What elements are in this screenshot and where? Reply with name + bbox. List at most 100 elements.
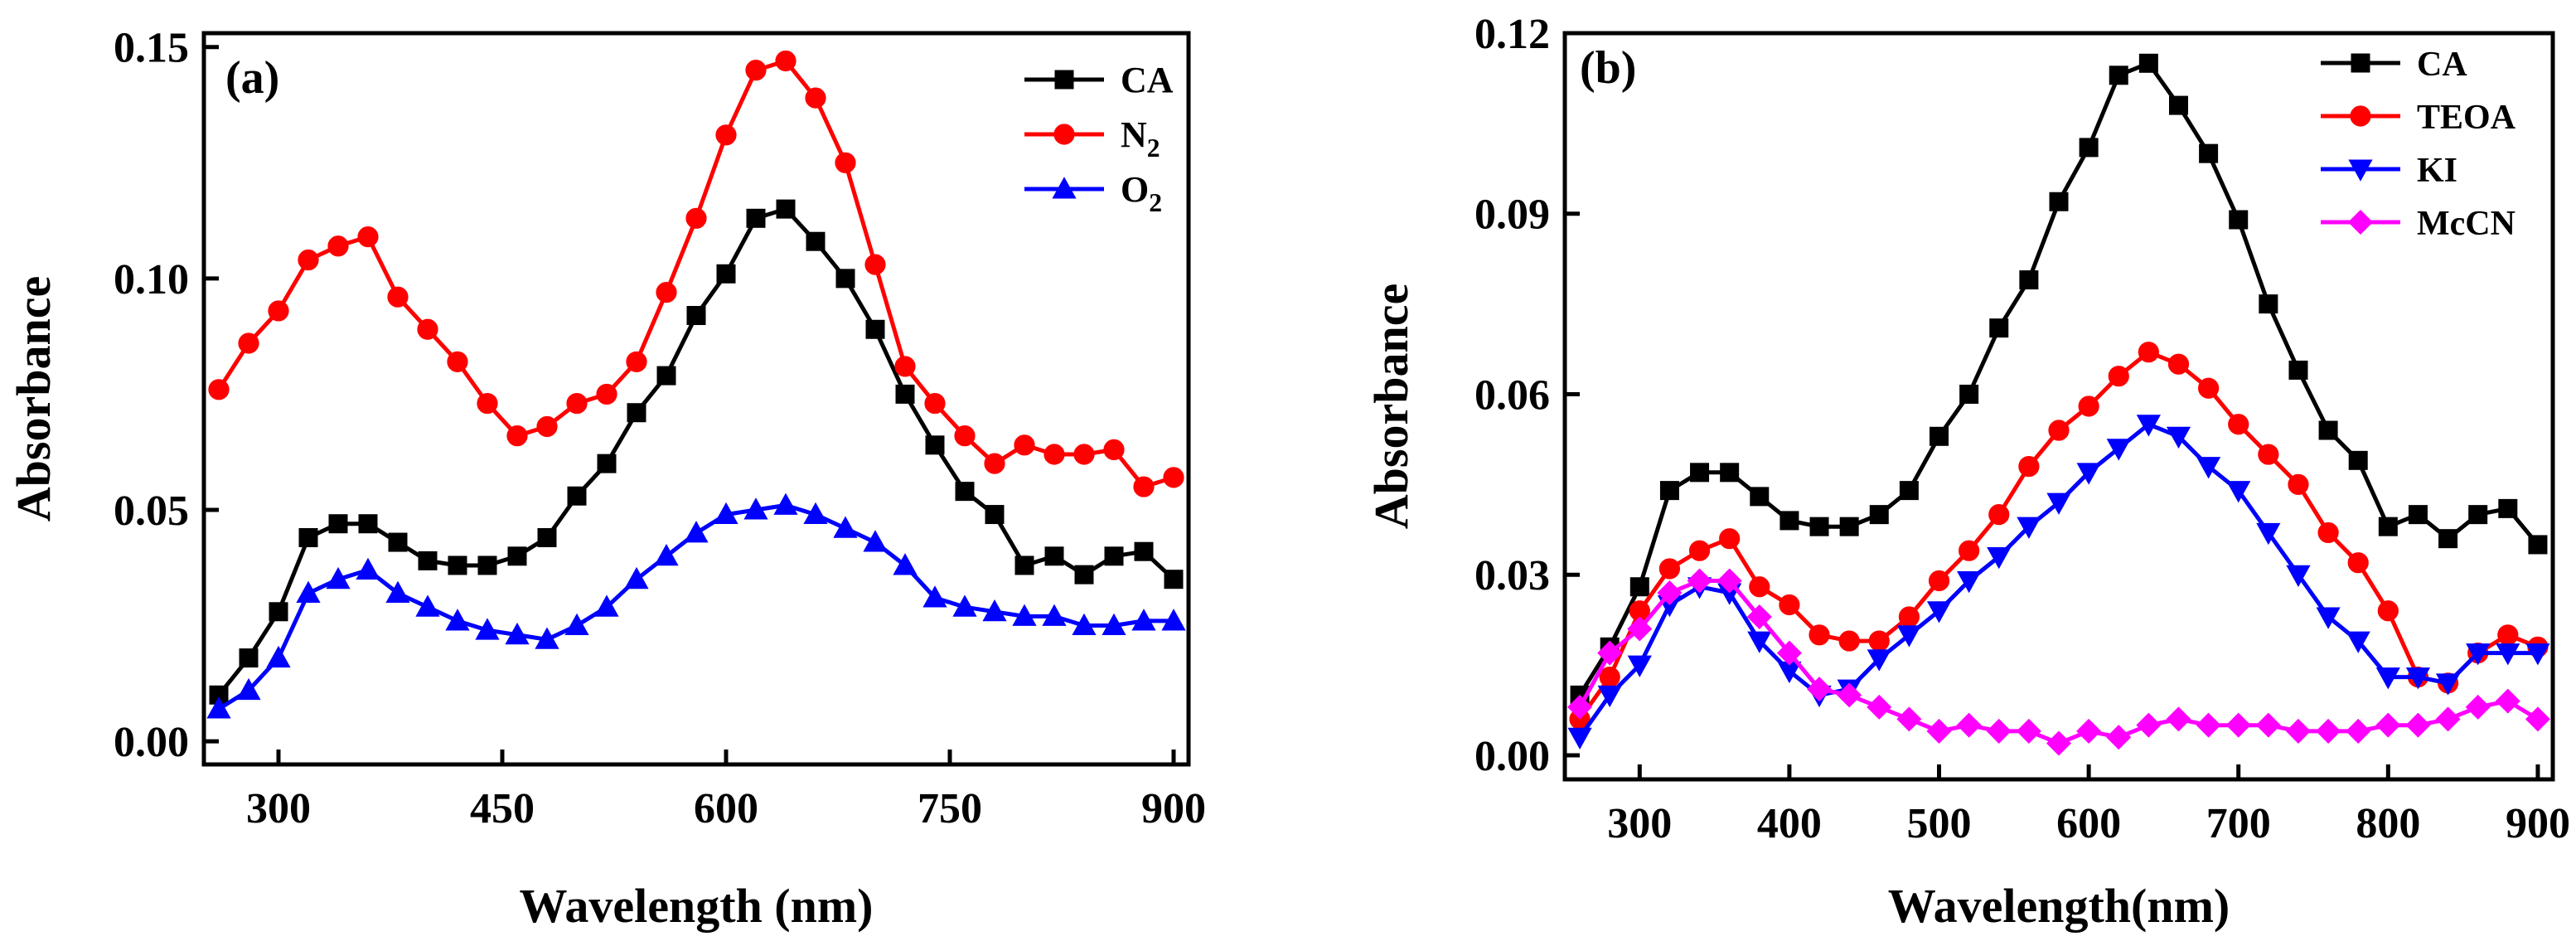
point-b-ca-16 <box>2049 192 2069 211</box>
legend-item-a-n2: N2 <box>1024 114 1160 163</box>
point-b-teoa-31 <box>2497 624 2519 646</box>
point-b-ki-19 <box>2136 415 2161 437</box>
point-b-teoa-13 <box>1959 540 1980 561</box>
point-a-n2-27 <box>1014 434 1035 456</box>
legend-item-a-ca: CA <box>1024 60 1174 100</box>
legend-label-main-a-ca: CA <box>1121 60 1174 100</box>
point-a-n2-7 <box>417 318 438 340</box>
point-b-ca-7 <box>1779 511 1799 531</box>
point-b-ki-24 <box>2286 565 2311 588</box>
point-a-o2-28 <box>1042 604 1067 626</box>
point-a-ca-8 <box>448 555 467 575</box>
point-a-ca-3 <box>298 527 318 547</box>
point-b-ca-17 <box>2079 138 2099 158</box>
point-a-ca-30 <box>1104 546 1124 566</box>
point-a-ca-9 <box>477 555 497 575</box>
point-b-ca-25 <box>2318 420 2338 440</box>
panel-label-b: (b) <box>1580 42 1636 94</box>
point-a-o2-25 <box>952 594 977 617</box>
point-b-ca-31 <box>2498 498 2518 518</box>
point-a-n2-1 <box>238 332 259 354</box>
point-b-teoa-17 <box>2078 395 2099 417</box>
point-a-n2-8 <box>447 351 468 372</box>
point-b-ca-18 <box>2109 65 2128 85</box>
point-a-ca-5 <box>358 514 378 534</box>
point-a-n2-29 <box>1073 444 1095 465</box>
panel-b: 300 400 500 600 700 800 900 0.00 0.03 0.06 0.09 0.1… <box>1364 11 2570 933</box>
point-a-n2-19 <box>775 50 797 72</box>
point-b-ki-28 <box>2405 667 2431 690</box>
point-a-n2-5 <box>357 226 379 248</box>
x-tick-label-a-2: 600 <box>694 785 758 832</box>
legend-marker-a-n2 <box>1053 124 1075 145</box>
point-a-ca-29 <box>1074 565 1094 585</box>
y-tick-label-b-2: 0.06 <box>1474 371 1550 419</box>
point-b-mccn-23 <box>2255 712 2281 738</box>
point-b-teoa-19 <box>2138 342 2159 363</box>
point-b-teoa-24 <box>2288 473 2309 495</box>
legend-item-b-teoa: TEOA <box>2321 99 2516 137</box>
point-a-n2-21 <box>835 152 856 173</box>
point-a-o2-18 <box>743 497 768 520</box>
x-tick-label-b-2: 500 <box>1907 800 1972 847</box>
point-b-teoa-12 <box>1928 570 1950 592</box>
point-b-teoa-7 <box>1779 594 1800 616</box>
x-tick-label-b-1: 400 <box>1757 800 1822 847</box>
point-b-mccn-29 <box>2435 706 2461 732</box>
point-a-ca-31 <box>1134 541 1154 561</box>
series-a-o2 <box>206 492 1186 719</box>
point-b-ca-28 <box>2408 505 2428 525</box>
point-b-mccn-1 <box>1597 640 1623 666</box>
x-axis-title-b: Wavelength(nm) <box>1888 879 2230 933</box>
point-a-n2-32 <box>1163 467 1184 488</box>
point-a-o2-6 <box>385 580 410 603</box>
legend-item-a-o2: O2 <box>1024 169 1162 217</box>
point-a-ca-11 <box>537 527 557 547</box>
point-b-teoa-18 <box>2108 366 2129 387</box>
point-b-teoa-9 <box>1838 630 1860 652</box>
point-b-ki-20 <box>2166 426 2191 449</box>
point-a-o2-13 <box>594 594 619 617</box>
series-line-a-n2 <box>216 59 1174 489</box>
point-b-ca-11 <box>1899 481 1919 501</box>
y-tick-label-b-0: 0.00 <box>1474 733 1550 780</box>
point-b-ca-14 <box>1989 318 2009 338</box>
point-b-teoa-11 <box>1898 606 1920 628</box>
point-a-n2-14 <box>626 351 647 372</box>
legend-a: CA N2 O2 <box>1024 60 1174 217</box>
point-b-mccn-32 <box>2525 706 2550 732</box>
point-b-ki-31 <box>2496 643 2520 666</box>
point-b-ki-0 <box>1567 727 1592 750</box>
point-b-teoa-4 <box>1688 540 1711 561</box>
point-b-mccn-21 <box>2196 712 2221 738</box>
point-b-teoa-25 <box>2317 522 2339 544</box>
point-b-ki-26 <box>2346 631 2370 653</box>
point-b-mccn-13 <box>1956 712 1982 738</box>
series-layer-a <box>206 50 1186 719</box>
point-b-teoa-5 <box>1719 528 1741 550</box>
point-b-mccn-20 <box>2166 706 2191 732</box>
point-b-mccn-7 <box>1776 640 1802 666</box>
point-a-n2-20 <box>805 87 826 109</box>
point-a-n2-22 <box>864 254 886 275</box>
point-b-teoa-14 <box>1988 504 2010 526</box>
point-a-ca-14 <box>627 403 646 423</box>
point-a-n2-10 <box>506 425 528 447</box>
point-b-ca-27 <box>2378 517 2398 536</box>
legend-label-b-mccn: McCN <box>2417 205 2515 243</box>
legend-label-main-a-n2: N <box>1121 114 1147 155</box>
point-a-o2-32 <box>1161 609 1186 631</box>
point-a-ca-24 <box>925 435 945 455</box>
legend-label-main-b-teoa: TEOA <box>2417 99 2516 137</box>
y-tick-label-b-3: 0.09 <box>1474 192 1550 239</box>
point-b-ca-13 <box>1959 384 1979 404</box>
legend-label-a-ca: CA <box>1121 60 1174 100</box>
point-b-mccn-4 <box>1687 568 1712 594</box>
point-b-mccn-3 <box>1657 580 1683 606</box>
point-b-teoa-26 <box>2347 552 2369 574</box>
point-b-mccn-24 <box>2285 718 2311 744</box>
series-b-teoa <box>1569 342 2549 730</box>
y-axis-title-b: Absorbance <box>1364 284 1418 529</box>
legend-label-sub-a-n2: 2 <box>1147 133 1160 163</box>
